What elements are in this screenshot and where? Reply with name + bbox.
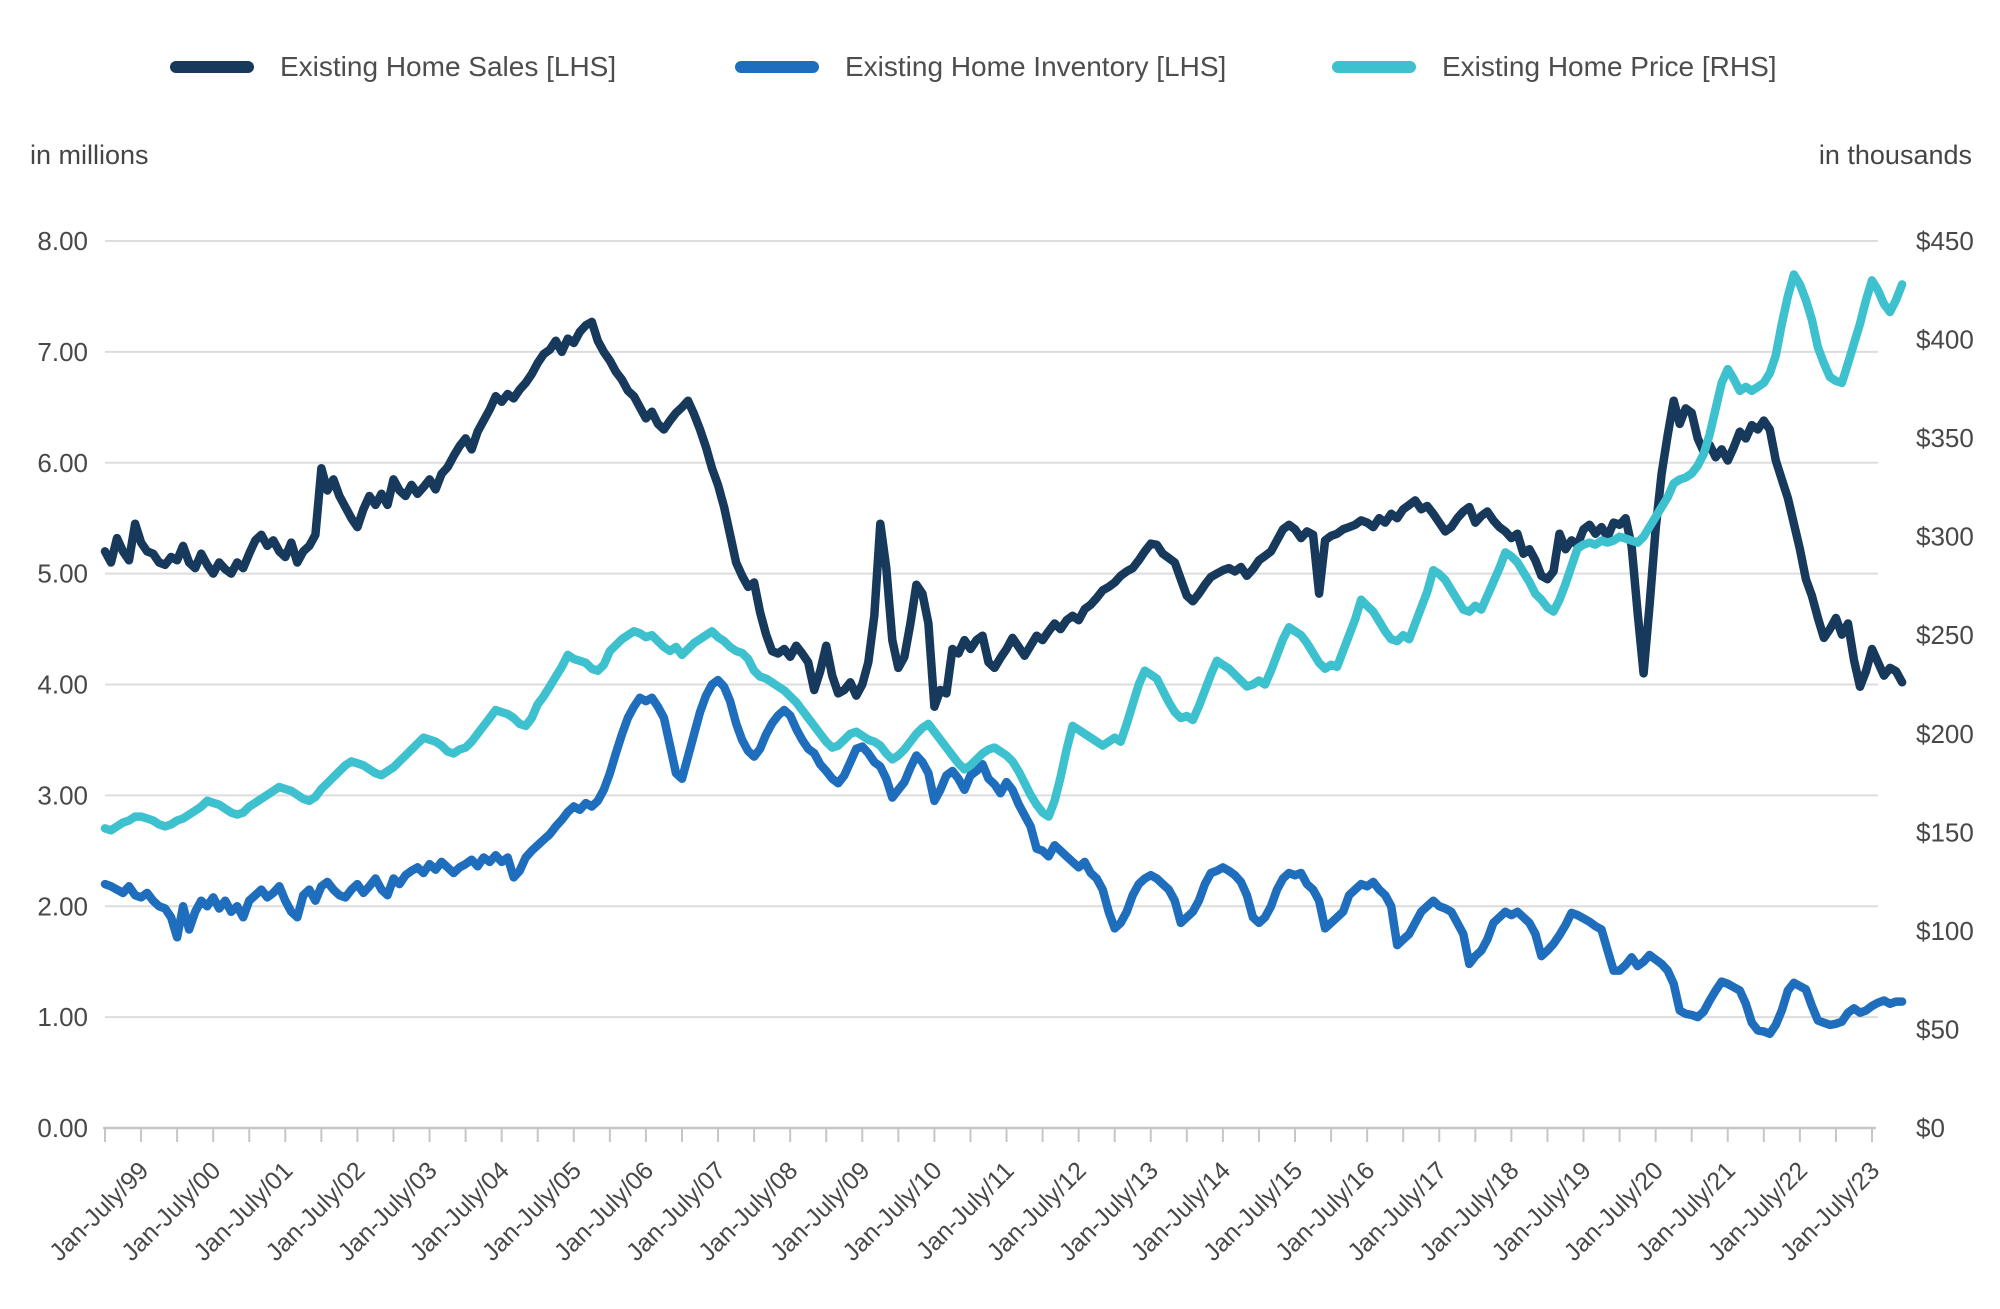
sales-line-swatch [170,61,254,73]
y-axis-tick-label-left: 7.00 [37,337,88,367]
right-axis-unit-label: in thousands [1818,140,1972,170]
y-axis-tick-label-left: 2.00 [37,891,88,921]
y-axis-tick-label-right: $300 [1916,522,1974,552]
y-axis-tick-label-right: $50 [1916,1014,1959,1044]
price-line [100,270,1907,835]
price-line-swatch [1332,61,1416,73]
inventory-line [100,675,1907,1039]
y-axis-tick-label-left: 5.00 [37,559,88,589]
legend-item-price[interactable]: Existing Home Price [RHS] [1332,50,1777,84]
legend-label-price: Existing Home Price [RHS] [1442,51,1777,82]
legend-item-inventory[interactable]: Existing Home Inventory [LHS] [735,50,1226,84]
y-axis-tick-label-right: $0 [1916,1113,1945,1143]
y-axis-tick-label-right: $250 [1916,620,1974,650]
y-axis-tick-label-right: $400 [1916,325,1974,355]
y-axis-tick-label-left: 3.00 [37,780,88,810]
y-axis-tick-label-left: 0.00 [37,1113,88,1143]
legend-label-sales: Existing Home Sales [LHS] [280,51,617,82]
legend: Existing Home Sales [LHS] Existing Home … [0,50,2000,84]
y-axis-tick-label-right: $100 [1916,916,1974,946]
y-axis-tick-label-right: $200 [1916,719,1974,749]
y-axis-tick-label-left: 1.00 [37,1002,88,1032]
sales-line [100,317,1907,711]
y-axis-tick-label-left: 8.00 [37,226,88,256]
y-axis-tick-label-right: $450 [1916,226,1974,256]
legend-label-inventory: Existing Home Inventory [LHS] [845,51,1227,82]
y-axis-tick-label-left: 6.00 [37,448,88,478]
left-axis-unit-label: in millions [30,140,149,170]
y-axis-tick-label-right: $350 [1916,423,1974,453]
y-axis-tick-label-left: 4.00 [37,670,88,700]
inventory-line-swatch [735,61,819,73]
legend-item-sales[interactable]: Existing Home Sales [LHS] [170,50,616,84]
y-axis-tick-label-right: $150 [1916,817,1974,847]
